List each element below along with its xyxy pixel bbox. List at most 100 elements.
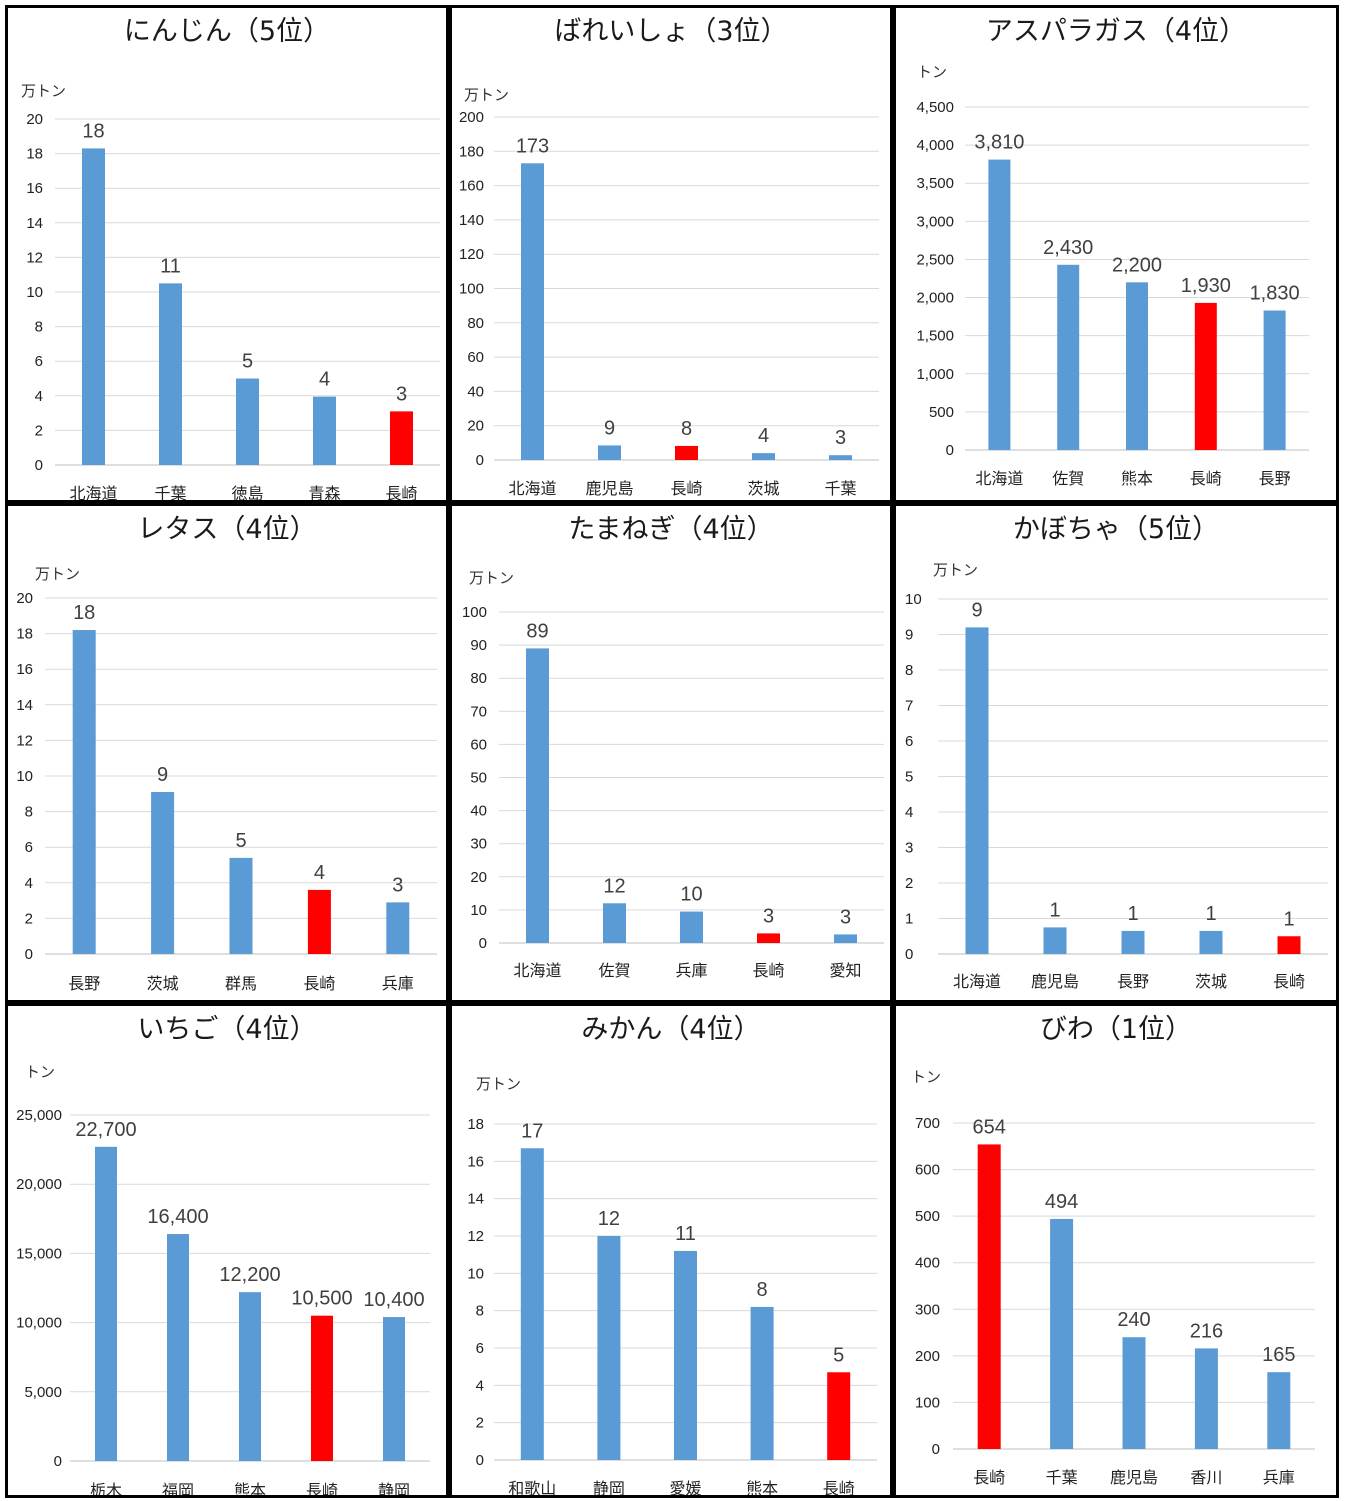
y-tick-label: 20 — [16, 590, 33, 607]
chart-panel: にんじん（5位） 万トン 0 2 4 6 8 10 12 14 16 18 20 18 北海道 11 千葉 5 徳島… — [5, 5, 449, 503]
data-label: 494 — [1045, 1191, 1078, 1213]
y-tick-label: 10,000 — [16, 1315, 62, 1332]
bar — [229, 857, 253, 954]
data-label: 10,400 — [363, 1289, 424, 1311]
chart-title: アスパラガス（4位） — [986, 16, 1246, 47]
data-label: 3 — [763, 905, 774, 927]
y-tick-label: 10 — [470, 902, 487, 919]
data-label: 4 — [319, 369, 330, 391]
chart-title: ばれいしょ（3位） — [554, 16, 787, 47]
chart-panel: アスパラガス（4位） トン 0 500 1,000 1,500 2,000 2,500 3,00… — [893, 5, 1339, 503]
y-axis-unit: 万トン — [933, 561, 978, 579]
y-tick-label: 500 — [915, 1208, 940, 1225]
bar — [988, 159, 1011, 451]
x-tick-label: 兵庫 — [675, 961, 707, 980]
data-label: 216 — [1190, 1320, 1223, 1342]
bar-highlight — [977, 1144, 1001, 1449]
bar — [1050, 1218, 1074, 1449]
x-tick-label: 福岡 — [162, 1481, 194, 1498]
y-tick-label: 8 — [25, 804, 33, 821]
bar-highlight — [1194, 302, 1217, 450]
y-tick-label: 700 — [915, 1115, 940, 1132]
x-tick-label: 長崎 — [1273, 972, 1305, 991]
y-tick-label: 300 — [915, 1301, 940, 1318]
data-label: 11 — [160, 255, 181, 277]
x-tick-label: 佐賀 — [598, 961, 630, 980]
bar-highlight — [311, 1315, 333, 1461]
data-label: 11 — [675, 1223, 696, 1245]
y-tick-label: 100 — [459, 281, 484, 298]
x-tick-label: 鹿児島 — [1031, 972, 1079, 991]
x-tick-label: 静岡 — [378, 1481, 410, 1498]
data-label: 4 — [314, 862, 325, 884]
x-tick-label: 兵庫 — [382, 974, 414, 993]
y-tick-label: 4,500 — [916, 99, 954, 116]
data-label: 1,830 — [1250, 283, 1300, 305]
panel-border — [893, 5, 1339, 503]
data-label: 18 — [82, 120, 104, 142]
chart-panel: レタス（4位） 万トン 0 2 4 6 8 10 12 14 16 18 20 18 長野 9 茨城 5 群馬 4 長崎… — [5, 503, 449, 1003]
x-tick-label: 長崎 — [1190, 469, 1222, 488]
y-tick-label: 4 — [905, 804, 913, 821]
chart-title: かぼちゃ（5位） — [1013, 514, 1219, 545]
data-label: 165 — [1262, 1344, 1295, 1366]
x-tick-label: 茨城 — [747, 479, 779, 498]
chart-panel: びわ（1位） トン 0 100 200 300 400 500 600 700 654 長崎 494 千葉… — [893, 1003, 1339, 1498]
y-tick-label: 16 — [16, 661, 33, 678]
bar — [965, 627, 989, 954]
data-label: 3 — [396, 383, 407, 405]
data-label: 16,400 — [147, 1206, 208, 1228]
chart-title: いちご（4位） — [137, 1014, 316, 1045]
x-tick-label: 北海道 — [508, 479, 556, 498]
y-tick-label: 2 — [25, 910, 33, 927]
y-tick-label: 1,000 — [916, 366, 954, 383]
x-tick-label: 栃木 — [90, 1481, 122, 1498]
y-tick-label: 2,000 — [916, 290, 954, 307]
x-tick-label: 千葉 — [824, 479, 856, 498]
bar — [159, 283, 182, 465]
x-tick-label: 北海道 — [69, 484, 117, 503]
bar — [313, 396, 336, 465]
y-tick-label: 100 — [915, 1394, 940, 1411]
y-tick-label: 20 — [470, 869, 487, 886]
chart-panel: いちご（4位） トン 0 5,000 10,000 15,000 20,000 25,000 2… — [5, 1003, 449, 1498]
bar — [597, 1236, 621, 1460]
y-tick-label: 4 — [25, 875, 33, 892]
panel-border — [5, 503, 449, 1003]
chart-panel: みかん（4位） 万トン 0 2 4 6 8 10 12 14 16 18 17 和歌山 12 静岡 11 愛媛 8 熊… — [449, 1003, 893, 1498]
y-tick-label: 8 — [905, 662, 913, 679]
y-tick-label: 14 — [26, 215, 43, 232]
y-axis-unit: 万トン — [469, 569, 514, 587]
x-tick-label: 静岡 — [593, 1479, 625, 1498]
y-tick-label: 400 — [915, 1255, 940, 1272]
y-tick-label: 6 — [905, 733, 913, 750]
bar — [598, 445, 621, 460]
y-tick-label: 8 — [35, 319, 43, 336]
y-tick-label: 500 — [929, 404, 954, 421]
chart-panel: かぼちゃ（5位） 万トン 0 1 2 3 4 5 6 7 8 9 10 9 北海道 1 鹿児島 1 長野 1 茨城 1 長崎 — [893, 503, 1339, 1003]
x-tick-label: 青森 — [308, 484, 340, 503]
x-tick-label: 群馬 — [225, 974, 257, 993]
data-label: 9 — [971, 599, 982, 621]
y-tick-label: 14 — [467, 1191, 484, 1208]
bar-chart: みかん（4位） 万トン 0 2 4 6 8 10 12 14 16 18 17 和歌山 12 静岡 11 愛媛 8 熊… — [449, 1003, 893, 1498]
x-tick-label: 長崎 — [823, 1479, 855, 1498]
y-tick-label: 200 — [459, 109, 484, 126]
bar-highlight — [307, 889, 331, 954]
data-label: 2,200 — [1112, 254, 1162, 276]
x-tick-label: 北海道 — [975, 469, 1023, 488]
y-tick-label: 20 — [467, 418, 484, 435]
bar — [674, 1250, 697, 1460]
y-tick-label: 0 — [25, 946, 33, 963]
x-tick-label: 熊本 — [1121, 469, 1153, 488]
y-tick-label: 9 — [905, 627, 913, 644]
y-tick-label: 1,500 — [916, 328, 954, 345]
x-tick-label: 北海道 — [513, 961, 561, 980]
bar-chart: アスパラガス（4位） トン 0 500 1,000 1,500 2,000 2,500 3,00… — [893, 5, 1339, 503]
y-tick-label: 60 — [470, 736, 487, 753]
x-tick-label: 茨城 — [147, 974, 179, 993]
x-tick-label: 熊本 — [746, 1479, 778, 1498]
chart-panel: ばれいしょ（3位） 万トン 0 20 40 60 80 100 120 140 160 180 200 1… — [449, 5, 893, 503]
bar — [95, 1146, 117, 1461]
